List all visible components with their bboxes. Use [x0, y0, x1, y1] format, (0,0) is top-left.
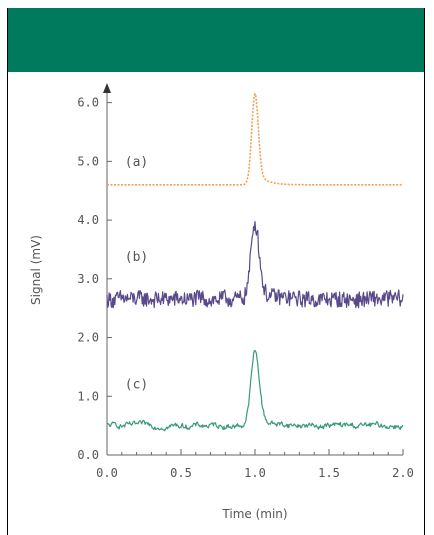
series-line-c	[106, 349, 404, 432]
labels-layer: (a) (b) (c)	[125, 155, 148, 393]
series-line-b	[106, 221, 404, 309]
y-tick-label: 3.0	[77, 272, 99, 286]
series-line-a	[106, 93, 404, 186]
series-label: (a)	[125, 155, 148, 170]
y-tick-label: 4.0	[77, 213, 99, 227]
series-label: (b)	[125, 250, 148, 265]
frame-right-border	[424, 8, 425, 535]
y-tick-label: 6.0	[77, 96, 99, 110]
x-tick-label: 1.0	[244, 466, 266, 480]
y-axis-arrow	[103, 83, 111, 93]
y-tick-label: 5.0	[77, 154, 99, 168]
x-tick-label: 1.5	[318, 466, 340, 480]
y-tick-label: 1.0	[77, 389, 99, 403]
series-layer	[106, 93, 404, 432]
x-tick-label: 2.0	[392, 466, 414, 480]
frame-left-border	[7, 8, 8, 535]
y-tick-label: 0.0	[77, 448, 99, 462]
axes: 0.0 1.0 2.0 3.0 4.0 5.0 6.0 0.0 0.5 1.0 1.5 2.0	[77, 83, 414, 480]
y-tick-label: 2.0	[77, 331, 99, 345]
x-tick-label: 0.5	[170, 466, 192, 480]
series-label: (c)	[125, 378, 148, 393]
x-axis-label: Time (min)	[221, 507, 287, 521]
header-band	[7, 8, 425, 72]
y-axis-label: Signal (mV)	[29, 235, 43, 305]
x-tick-label: 0.0	[96, 466, 118, 480]
